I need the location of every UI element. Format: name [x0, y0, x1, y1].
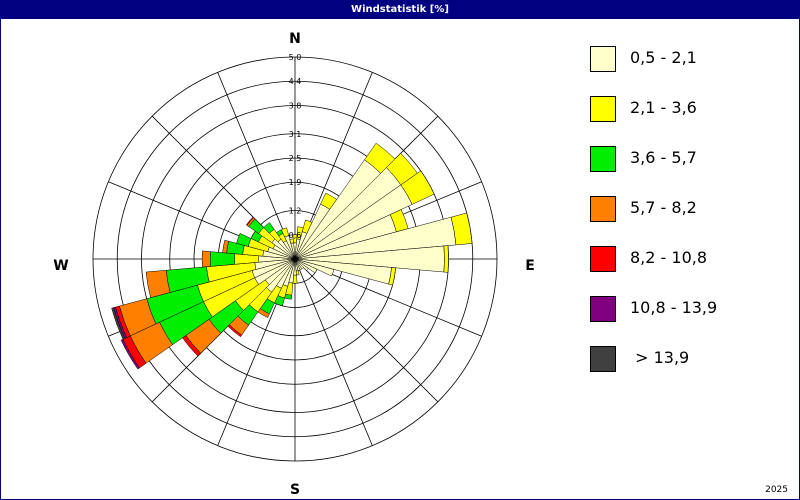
wind-sector-segment — [388, 267, 396, 286]
radial-tick-label: 0,6 — [289, 231, 302, 240]
legend-swatch — [590, 196, 616, 222]
legend-label: 0,5 - 2,1 — [630, 48, 697, 67]
wind-sector-segment — [236, 233, 252, 247]
wind-sector-segment — [294, 258, 309, 271]
legend-label: 2,1 - 3,6 — [630, 98, 697, 117]
legend-label: 8,2 - 10,8 — [630, 248, 708, 267]
legend-label: 3,6 - 5,7 — [630, 148, 697, 167]
compass-north: N — [289, 31, 301, 47]
legend-label: 10,8 - 13,9 — [630, 298, 718, 317]
legend-swatch — [590, 246, 616, 272]
radial-tick-label: 1,9 — [289, 178, 302, 187]
wind-sector-segment — [111, 307, 126, 340]
grid-spoke — [294, 258, 439, 403]
wind-sector-segment — [289, 238, 294, 244]
radial-tick-label: 3,1 — [289, 130, 302, 139]
window-title: Windstatistik [%] — [1, 1, 799, 19]
legend-swatch — [590, 296, 616, 322]
year-label: 2025 — [765, 485, 788, 495]
legend-label: 5,7 - 8,2 — [630, 198, 697, 217]
grid-spoke — [294, 258, 373, 446]
radial-tick-label: 5,0 — [289, 53, 302, 62]
wind-sector-segment — [450, 212, 473, 246]
legend-swatch — [590, 346, 616, 372]
wind-sector-segment — [263, 222, 275, 234]
legend-swatch — [590, 46, 616, 72]
wind-sector-segment — [120, 338, 140, 370]
grid-spoke — [217, 72, 296, 260]
radial-tick-label: 2,5 — [289, 154, 302, 163]
radial-tick-label: 1,2 — [289, 207, 302, 216]
wind-sector-segment — [294, 258, 318, 274]
wind-sector-segment — [222, 239, 229, 254]
wind-sector-segment — [246, 216, 254, 226]
wind-sector-segment — [294, 258, 335, 277]
compass-west: W — [53, 258, 68, 274]
radial-tick-label: 4,4 — [289, 77, 302, 86]
compass-south: S — [290, 482, 300, 498]
radial-tick-label: 3,8 — [289, 101, 302, 110]
compass-east: E — [525, 258, 535, 274]
wind-sector-segment — [209, 251, 235, 267]
wind-sector-segment — [400, 170, 435, 205]
legend-label: > 13,9 — [630, 348, 690, 367]
wind-sector-segment — [145, 269, 171, 298]
legend-swatch — [590, 146, 616, 172]
wind-sector-segment — [443, 245, 449, 273]
wind-sector-segment — [201, 250, 211, 268]
legend-swatch — [590, 96, 616, 122]
wind-sector-segment — [281, 227, 290, 238]
